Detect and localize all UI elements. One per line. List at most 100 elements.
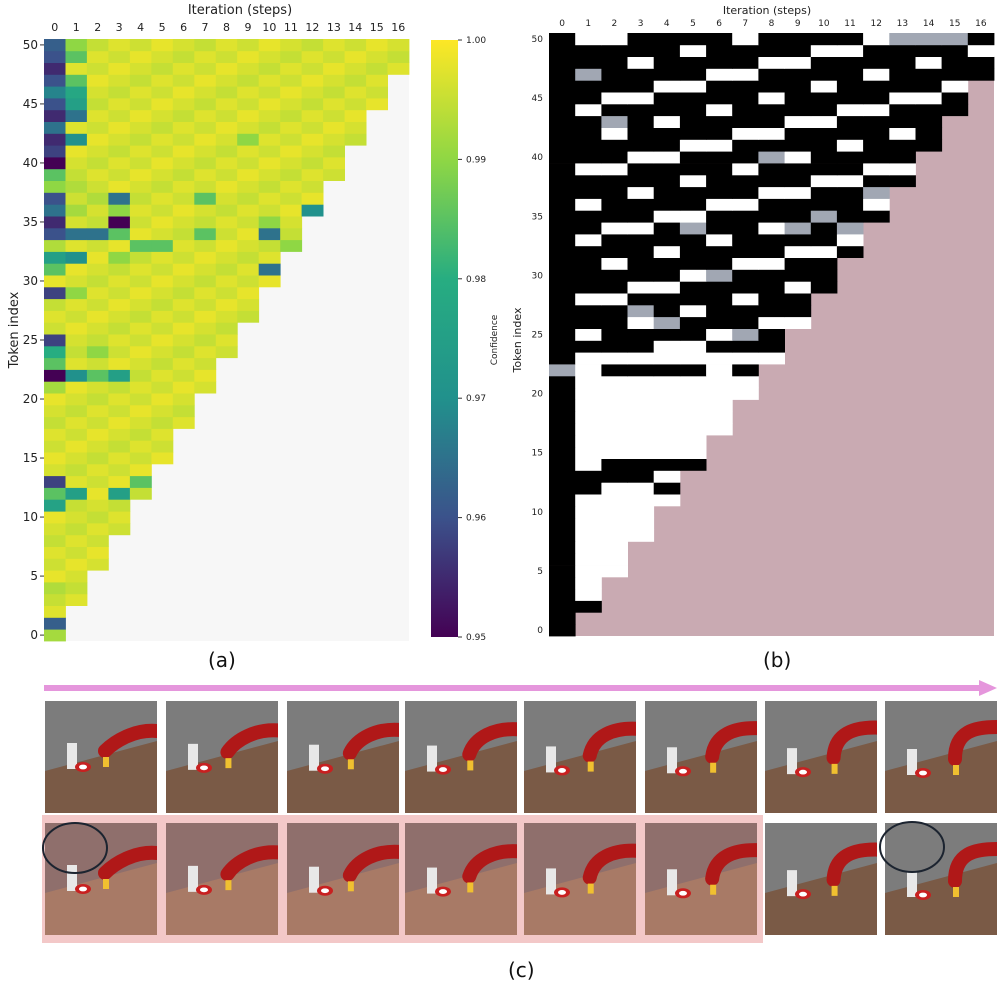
heatmap-b-cell xyxy=(653,139,681,152)
heatmap-b-cell xyxy=(679,269,707,282)
heatmap-a-cell xyxy=(258,192,281,205)
heatmap-b-cell xyxy=(679,174,707,188)
heatmap-b-cell xyxy=(863,92,890,105)
b-ytick: 45 xyxy=(532,94,543,104)
heatmap-a-cell xyxy=(366,98,388,111)
robot-frame-top-2 xyxy=(166,701,278,813)
heatmap-a-cell xyxy=(44,39,66,52)
heatmap-a-cell xyxy=(86,133,109,146)
heatmap-a-cell xyxy=(44,463,66,477)
heatmap-b-cell xyxy=(810,174,838,188)
heatmap-b-cell xyxy=(758,33,785,46)
heatmap-a-cell xyxy=(215,263,238,276)
heatmap-a-cell xyxy=(108,381,131,394)
heatmap-a-cell xyxy=(215,322,238,335)
heatmap-b-cell xyxy=(732,56,759,69)
heatmap-b-cell xyxy=(627,56,655,69)
heatmap-a-cell xyxy=(194,121,217,134)
heatmap-b-cell xyxy=(706,293,733,306)
a-ytick: 25 xyxy=(23,333,38,347)
heatmap-a-cell xyxy=(108,440,131,453)
heatmap-a-cell xyxy=(172,216,195,229)
heatmap-b-cell xyxy=(627,340,655,353)
b-ytick: 30 xyxy=(532,271,544,281)
heatmap-b-cell xyxy=(601,446,628,459)
heatmap-b-cell xyxy=(784,210,812,223)
heatmap-a-cell xyxy=(65,416,88,429)
heatmap-a-cell xyxy=(44,558,66,571)
heatmap-b-cell xyxy=(889,151,916,164)
heatmap-b-cell xyxy=(679,115,707,128)
heatmap-b-cell xyxy=(549,517,576,530)
heatmap-a-cell xyxy=(129,109,152,122)
heatmap-b-cell xyxy=(836,80,864,93)
heatmap-b-cell xyxy=(758,304,785,318)
heatmap-b-cell xyxy=(575,482,602,495)
heatmap-a-cell xyxy=(151,192,174,205)
heatmap-a-cell xyxy=(323,62,345,75)
b-xtick: 10 xyxy=(818,19,830,29)
heatmap-b-cell xyxy=(889,92,916,105)
heatmap-a-cell xyxy=(44,298,66,311)
heatmap-a-cell xyxy=(129,463,152,477)
heatmap-b-cell xyxy=(836,210,864,223)
heatmap-a-cell xyxy=(65,570,88,583)
heatmap-a-cell xyxy=(172,381,195,394)
heatmap-b-cell xyxy=(601,352,628,365)
heatmap-b-cell xyxy=(575,210,602,223)
heatmap-a-cell xyxy=(65,275,88,288)
a-xtick: 15 xyxy=(370,21,384,34)
robot-frame-bottom-3 xyxy=(287,823,399,935)
heatmap-a-cell xyxy=(44,345,66,359)
a-xtick: 5 xyxy=(159,21,166,34)
heatmap-a-cell xyxy=(258,263,281,276)
heatmap-b-cell xyxy=(758,234,785,247)
heatmap-a-cell xyxy=(280,168,303,181)
heatmap-b-cell xyxy=(889,44,916,57)
heatmap-a-cell xyxy=(108,298,131,311)
heatmap-a-cell xyxy=(344,86,367,99)
heatmap-b-cell xyxy=(758,222,785,235)
heatmap-a-cell xyxy=(280,204,303,217)
heatmap-a-cell xyxy=(65,121,88,134)
heatmap-b-cell xyxy=(810,163,838,176)
heatmap-a-cell xyxy=(86,475,109,488)
heatmap-b-cell xyxy=(706,115,733,128)
heatmap-a-cell xyxy=(65,381,88,394)
heatmap-b-cell xyxy=(549,328,576,341)
heatmap-b-cell xyxy=(549,127,576,140)
heatmap-b-cell xyxy=(627,458,655,471)
heatmap-b-cell xyxy=(575,281,602,294)
heatmap-b-cell xyxy=(758,186,785,199)
heatmap-b-cell xyxy=(679,293,707,306)
a-xtick: 3 xyxy=(116,21,123,34)
heatmap-a-cell xyxy=(344,50,367,63)
colorbar-tick: 1.00 xyxy=(466,36,486,46)
heatmap-b-cell xyxy=(627,92,655,105)
heatmap-a-cell xyxy=(86,298,109,311)
heatmap-a-cell xyxy=(108,334,131,347)
heatmap-b-cell xyxy=(836,174,864,188)
heatmap-b-cell xyxy=(706,245,733,258)
heatmap-a-cell xyxy=(172,251,195,264)
heatmap-b-cell xyxy=(732,139,759,152)
heatmap-a-cell xyxy=(129,369,152,382)
heatmap-a-cell xyxy=(86,404,109,418)
a-ytick: 40 xyxy=(23,156,38,170)
heatmap-b-cell xyxy=(863,33,890,46)
heatmap-a-cell xyxy=(194,381,217,394)
heatmap-a-cell xyxy=(65,546,88,559)
heatmap-a-cell xyxy=(280,227,303,241)
heatmap-a-cell xyxy=(65,216,88,229)
heatmap-a-cell xyxy=(323,50,345,63)
b-ytick: 5 xyxy=(537,567,543,577)
heatmap-a-cell xyxy=(258,216,281,229)
heatmap-b-cell xyxy=(732,33,759,46)
heatmap-a-cell xyxy=(172,275,195,288)
heatmap-b-cell xyxy=(653,33,681,46)
heatmap-b-cell xyxy=(575,541,602,554)
heatmap-a-cell xyxy=(44,582,66,595)
heatmap-b-cell xyxy=(836,186,864,199)
heatmap-b-cell xyxy=(627,257,655,270)
heatmap-b-cell xyxy=(706,139,733,152)
